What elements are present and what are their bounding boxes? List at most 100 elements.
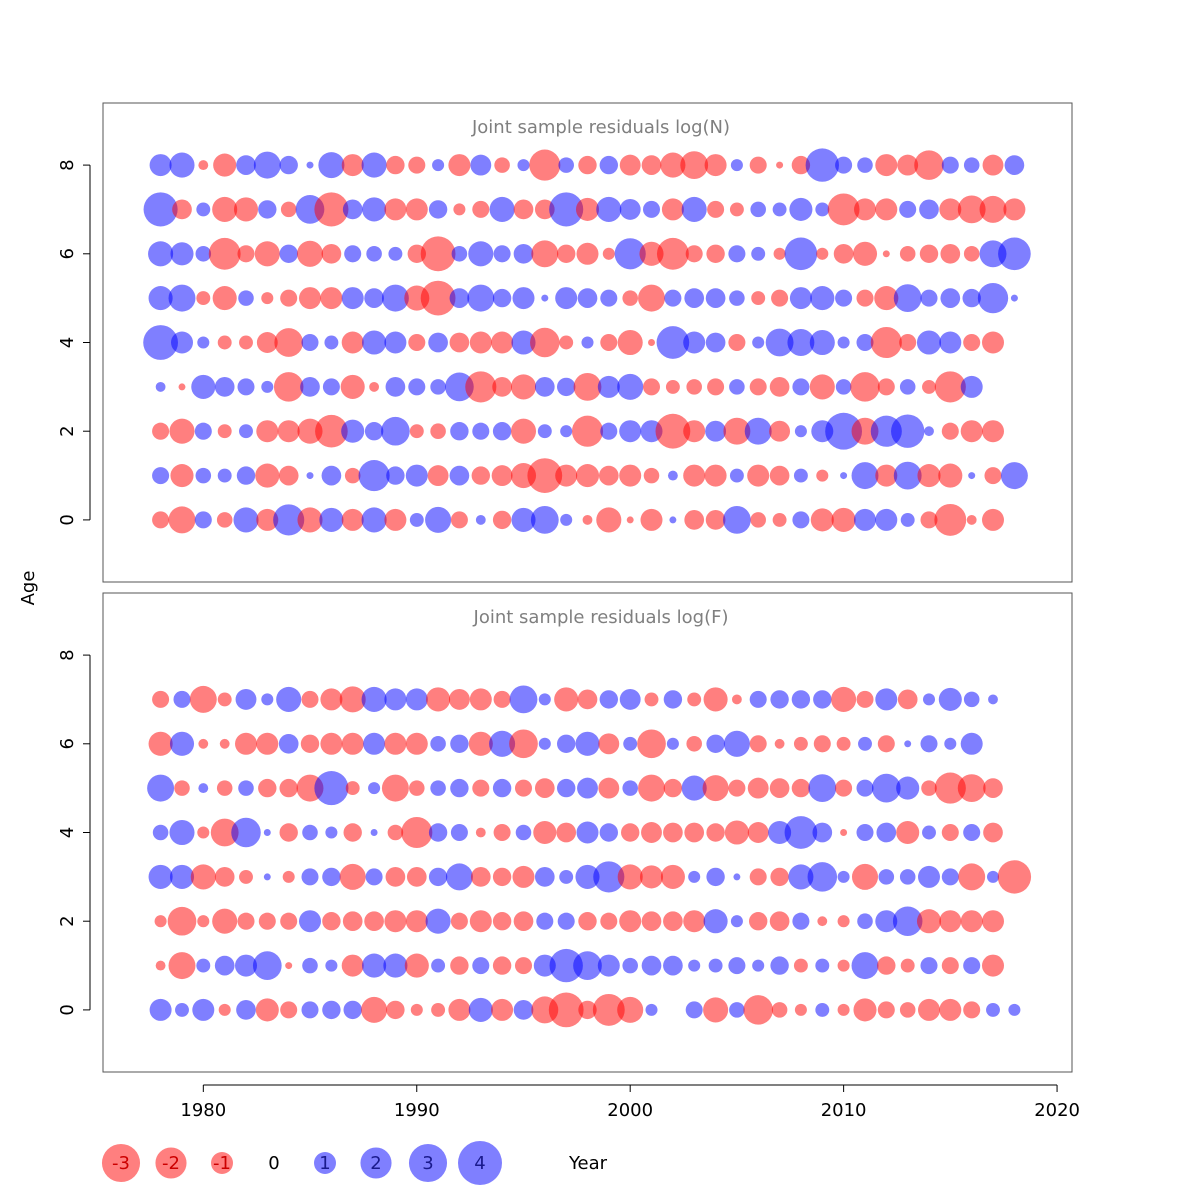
bubble — [431, 958, 446, 973]
bubble — [772, 202, 787, 217]
bubble — [769, 377, 790, 397]
bubble — [280, 201, 297, 218]
bubble — [619, 464, 642, 487]
bubble — [687, 692, 702, 707]
bubble — [428, 867, 448, 887]
legend-bubble — [155, 1147, 187, 1179]
bubble — [958, 863, 986, 891]
bubble — [747, 822, 769, 843]
bubble — [597, 954, 620, 977]
bubble — [660, 864, 685, 889]
bubble — [361, 686, 387, 712]
bubble — [533, 820, 557, 845]
bubble — [369, 381, 380, 392]
bubble — [555, 287, 578, 310]
bubble — [217, 424, 232, 439]
bubble — [235, 732, 257, 755]
bubble — [960, 420, 983, 443]
bubble — [450, 823, 468, 842]
bubble — [194, 511, 212, 529]
bubble — [445, 863, 473, 891]
bubble — [941, 868, 959, 886]
bubble — [770, 690, 789, 709]
bubble — [684, 510, 705, 530]
bubble — [149, 154, 172, 177]
panel-n-bubbles — [143, 148, 1031, 536]
bubble — [214, 377, 235, 397]
bubble — [258, 200, 277, 219]
bubble — [918, 865, 940, 888]
bubble — [578, 912, 597, 931]
bubble — [600, 289, 618, 307]
bubble — [216, 512, 233, 528]
bubble — [941, 422, 959, 440]
bubble — [384, 198, 407, 221]
bubble — [857, 157, 873, 173]
bubble — [789, 197, 813, 221]
bubble — [939, 998, 962, 1021]
bubble — [340, 374, 365, 399]
bubble — [537, 424, 552, 439]
bubble — [365, 868, 383, 886]
bubble — [617, 996, 644, 1023]
bubble — [217, 692, 232, 707]
bubble — [301, 690, 319, 708]
bubble — [576, 821, 599, 844]
bubble — [554, 687, 579, 712]
bubble — [893, 461, 922, 490]
bubble — [769, 465, 790, 486]
bubble — [623, 736, 638, 751]
bubble — [663, 955, 683, 976]
bubble — [279, 244, 298, 263]
bubble — [705, 510, 726, 530]
bubble — [645, 1003, 658, 1016]
bubble — [559, 869, 574, 884]
bubble — [765, 328, 794, 357]
y-tick-label: 2 — [57, 425, 78, 436]
bubble — [982, 154, 1004, 176]
bubble — [599, 155, 618, 175]
bubble — [557, 244, 576, 263]
bubble — [344, 467, 361, 484]
panel-f-y-axis: 0 2 4 6 8 — [57, 649, 91, 1016]
bubble — [939, 910, 962, 933]
bubble — [722, 505, 751, 534]
bubble — [960, 910, 983, 933]
bubble — [918, 998, 940, 1021]
bubble — [236, 155, 256, 175]
bubble — [253, 151, 281, 179]
bubble — [986, 1002, 1000, 1017]
bubble — [599, 823, 618, 842]
bubble — [655, 413, 691, 449]
bubble — [960, 732, 983, 755]
bubble — [854, 198, 876, 221]
bubble — [147, 774, 175, 802]
bubble — [404, 953, 429, 978]
bubble — [792, 912, 810, 930]
bubble — [492, 510, 512, 530]
bubble — [189, 685, 217, 713]
bubble — [622, 290, 638, 306]
bubble — [637, 729, 666, 759]
bubble — [152, 511, 170, 529]
bubble — [299, 910, 321, 933]
bubble — [770, 956, 789, 975]
bubble — [751, 291, 766, 306]
bubble — [420, 280, 456, 316]
bubble — [576, 242, 599, 265]
bubble — [509, 729, 538, 759]
bubble — [236, 466, 256, 485]
bubble — [592, 993, 625, 1026]
bubble — [534, 778, 555, 798]
bubble — [296, 240, 324, 267]
bubble — [816, 247, 829, 260]
panel-n-title: Joint sample residuals log(N) — [471, 117, 730, 138]
bubble — [364, 422, 384, 441]
bubble — [492, 956, 512, 975]
bubble — [640, 508, 663, 531]
bubble — [169, 731, 195, 756]
bubble — [322, 912, 341, 931]
bubble — [963, 823, 981, 842]
bubble — [683, 331, 706, 354]
bubble — [343, 823, 362, 842]
